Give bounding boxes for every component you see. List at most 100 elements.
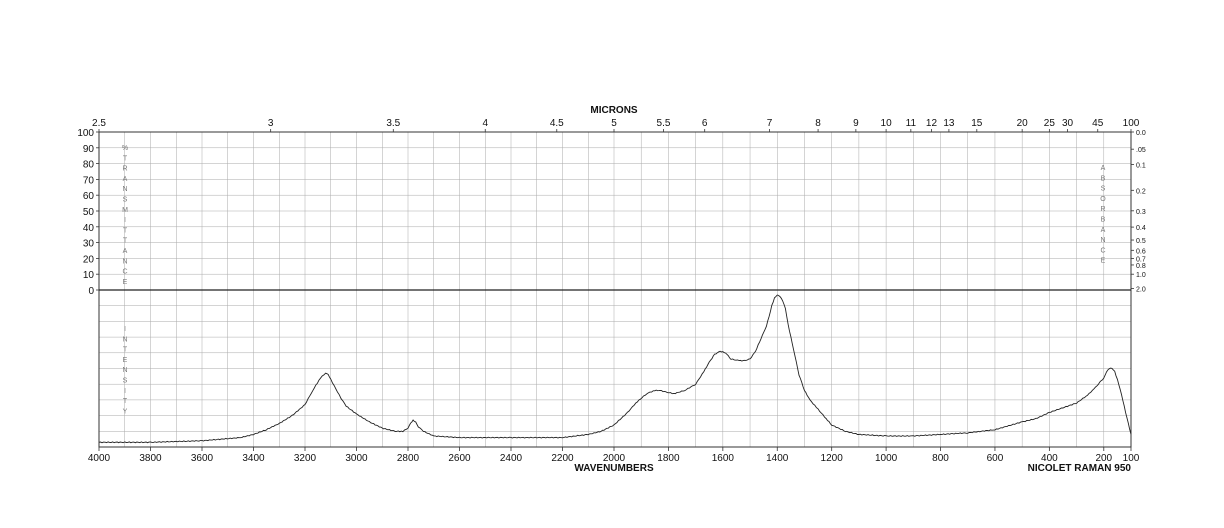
x-tick-label: 2800 (397, 453, 420, 464)
micron-tick-label: 11 (906, 118, 917, 129)
intensity-vertical-letter: I (124, 326, 126, 333)
micron-tick-label: 7 (767, 118, 773, 129)
intensity-vertical-letter: Y (123, 408, 128, 415)
x-tick-label: 2600 (448, 453, 471, 464)
transmittance-vertical-letter: % (122, 145, 128, 152)
transmittance-vertical-letter: T (123, 155, 128, 162)
transmittance-vertical-letter: C (122, 269, 127, 276)
instrument-label: NICOLET RAMAN 950 (1028, 463, 1132, 474)
transmittance-tick-label: 80 (83, 160, 95, 171)
x-tick-label: 3000 (345, 453, 368, 464)
x-tick-label: 3800 (139, 453, 162, 464)
micron-tick-label: 100 (1123, 118, 1140, 129)
absorbance-vertical-letter: B (1101, 175, 1106, 182)
intensity-vertical-letter: N (122, 336, 127, 343)
absorbance-tick-label: 0.1 (1136, 162, 1146, 169)
absorbance-vertical-letter: O (1100, 196, 1106, 203)
transmittance-vertical-letter: T (123, 238, 128, 245)
x-axis-title: WAVENUMBERS (574, 463, 654, 474)
micron-tick-label: 8 (815, 118, 821, 129)
micron-tick-label: 13 (943, 118, 955, 129)
absorbance-tick-label: 0.3 (1136, 209, 1146, 216)
x-tick-label: 3400 (242, 453, 265, 464)
intensity-vertical-letter: E (123, 357, 128, 364)
micron-tick-label: 10 (881, 118, 893, 129)
absorbance-vertical-letter: B (1101, 217, 1106, 224)
transmittance-tick-label: 70 (83, 175, 95, 186)
micron-tick-label: 20 (1017, 118, 1029, 129)
absorbance-tick-label: 0.7 (1136, 256, 1146, 263)
transmittance-vertical-letter: S (123, 197, 128, 204)
absorbance-tick-label: 0.2 (1136, 188, 1146, 195)
x-tick-label: 2000 (603, 453, 626, 464)
transmittance-tick-label: 30 (83, 239, 95, 250)
transmittance-vertical-letter: A (123, 248, 128, 255)
micron-tick-label: 3 (268, 118, 274, 129)
transmittance-tick-label: 60 (83, 191, 95, 202)
transmittance-vertical-letter: N (122, 258, 127, 265)
x-tick-label: 1800 (657, 453, 680, 464)
axis-ticks: 4000 3800 3 60 0 3400 3200 3000 2800 2600 2400 2200… (77, 118, 1146, 464)
micron-tick-label: 30 (1062, 118, 1074, 129)
x-tick-label: 800 (932, 453, 949, 464)
transmittance-tick-label: 50 (83, 207, 95, 218)
micron-tick-label: 45 (1092, 118, 1104, 129)
absorbance-vertical-letter: A (1101, 165, 1106, 172)
x-tick-label: 3200 (294, 453, 317, 464)
absorbance-vertical-letter: N (1100, 237, 1105, 244)
x-tick-label: 400 (1041, 453, 1058, 464)
absorbance-tick-label: 0.4 (1136, 225, 1146, 232)
top-axis-title: MICRONS (590, 105, 638, 116)
transmittance-vertical-letter: T (123, 227, 128, 234)
absorbance-vertical-letter: A (1101, 227, 1106, 234)
transmittance-vertical-letter: R (122, 166, 127, 173)
transmittance-tick-label: 90 (83, 144, 95, 155)
x-tick-label: 2400 (500, 453, 523, 464)
absorbance-tick-label: 0.8 (1136, 263, 1146, 270)
absorbance-vertical-letter: E (1101, 258, 1106, 265)
absorbance-tick-label: 1.0 (1136, 272, 1146, 279)
x-tick-label: 1000 (875, 453, 898, 464)
micron-tick-label: 4.5 (550, 118, 564, 129)
plot-frame (98, 131, 1132, 448)
spectrum-line (98, 294, 1132, 444)
micron-tick-label: 5 (611, 118, 617, 129)
absorbance-tick-label: 0.6 (1136, 248, 1146, 255)
transmittance-vertical-letter: I (124, 217, 126, 224)
micron-tick-label: 4 (482, 118, 488, 129)
absorbance-tick-label: 2.0 (1136, 286, 1146, 293)
intensity-vertical-letter: S (123, 378, 128, 385)
intensity-vertical-letter: I (124, 388, 126, 395)
x-tick-label: 1400 (766, 453, 789, 464)
micron-tick-label: 5.5 (657, 118, 671, 129)
micron-tick-label: 6 (702, 118, 708, 129)
micron-tick-label: 2.5 (92, 118, 106, 129)
micron-tick-label: 9 (853, 118, 859, 129)
absorbance-vertical-letter: C (1100, 247, 1105, 254)
transmittance-tick-label: 20 (83, 254, 95, 265)
x-tick-label: 1600 (712, 453, 735, 464)
transmittance-tick-label: 100 (77, 128, 94, 139)
absorbance-vertical-letter: R (1100, 206, 1105, 213)
intensity-vertical-letter: T (123, 347, 128, 354)
x-tick-label: 200 (1095, 453, 1112, 464)
transmittance-vertical-letter: A (123, 176, 128, 183)
intensity-vertical-letter: T (123, 398, 128, 405)
intensity-vertical-letter: N (122, 367, 127, 374)
absorbance-tick-label: 0.5 (1136, 238, 1146, 245)
x-tick-label: 2200 (551, 453, 574, 464)
micron-tick-label: 12 (926, 118, 938, 129)
micron-tick-label: 15 (971, 118, 983, 129)
x-tick-label: 100 (1123, 453, 1140, 464)
x-tick-label: 4000 (88, 453, 111, 464)
transmittance-tick-label: 0 (88, 286, 94, 297)
micron-tick-label: 25 (1044, 118, 1056, 129)
transmittance-tick-label: 10 (83, 270, 95, 281)
absorbance-tick-label: 0.0 (1136, 130, 1146, 137)
transmittance-vertical-letter: N (122, 186, 127, 193)
x-tick-label: 1200 (821, 453, 844, 464)
transmittance-vertical-letter: E (123, 279, 128, 286)
absorbance-tick-label: .05 (1136, 147, 1146, 154)
